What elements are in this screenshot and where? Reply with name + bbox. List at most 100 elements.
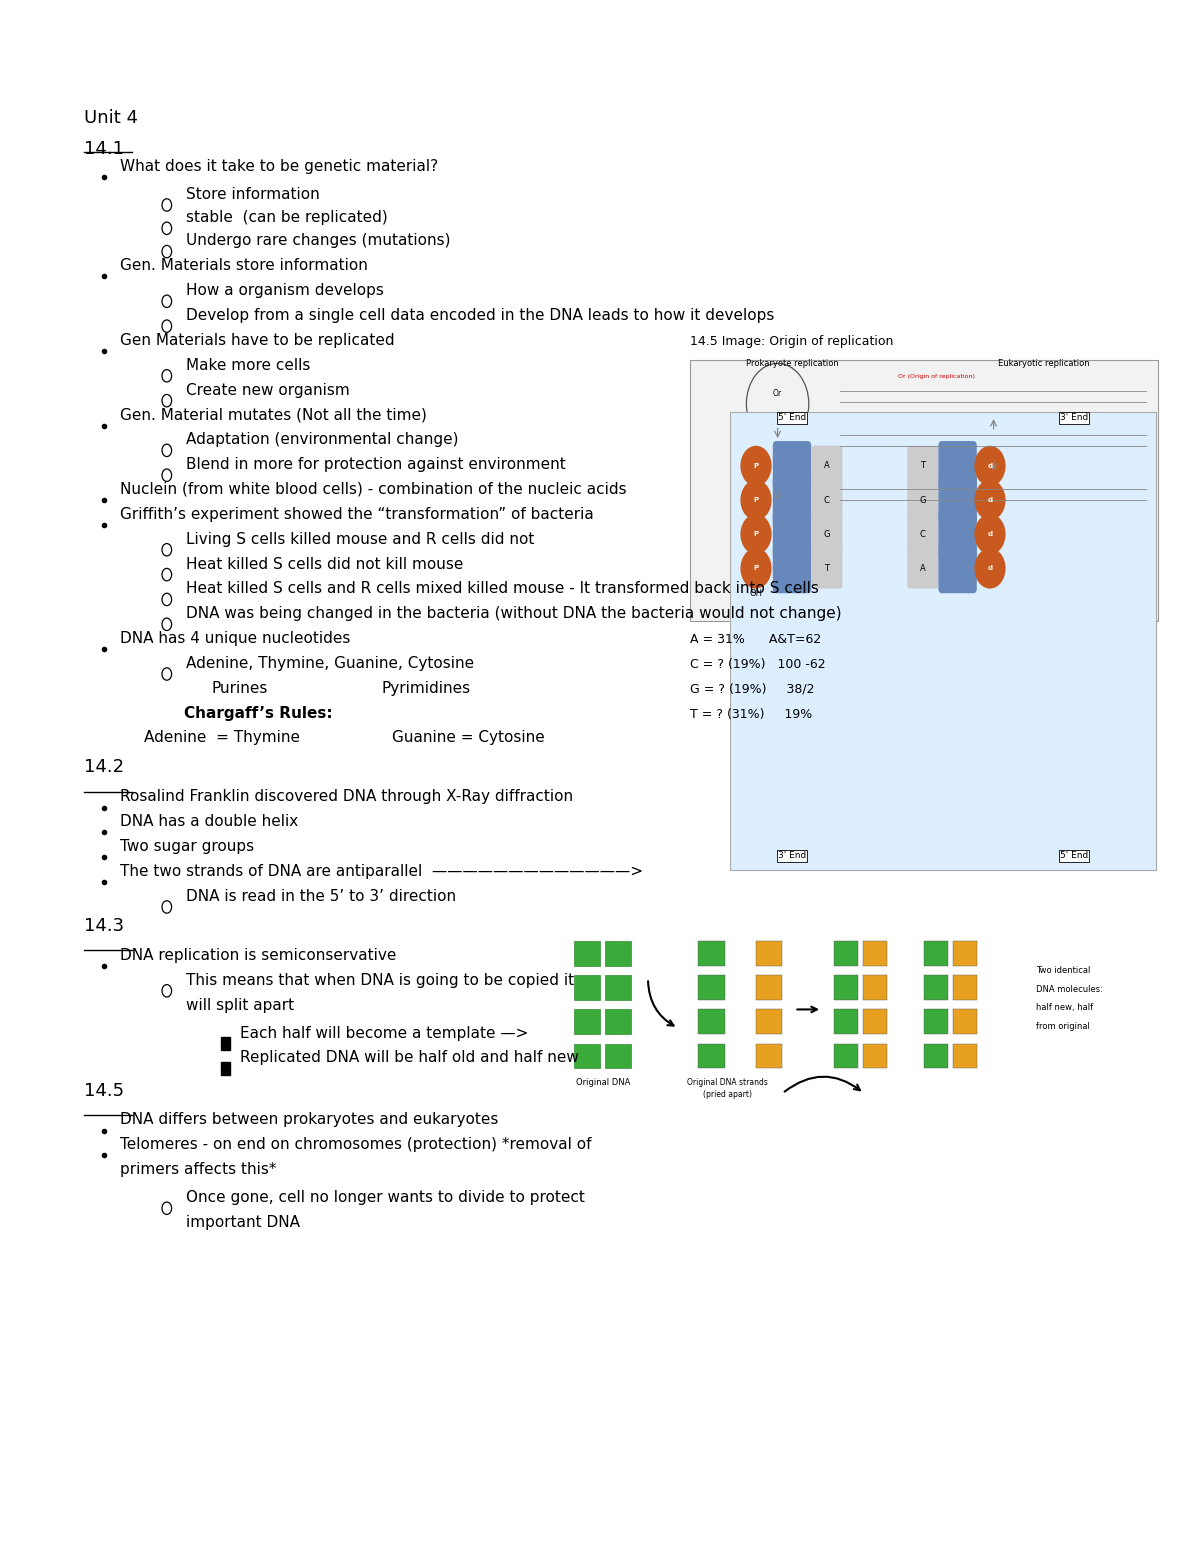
Bar (698, 975, 725, 1000)
FancyBboxPatch shape (907, 514, 938, 554)
Bar (221, 1062, 230, 1075)
Circle shape (740, 548, 772, 589)
Text: Or (Origin of replication): Or (Origin of replication) (898, 374, 974, 379)
Circle shape (974, 480, 1006, 520)
Bar (756, 941, 782, 966)
Bar (863, 941, 887, 966)
Text: Original DNA strands: Original DNA strands (686, 1078, 768, 1087)
Circle shape (740, 446, 772, 486)
Circle shape (974, 514, 1006, 554)
Text: Undergo rare changes (mutations): Undergo rare changes (mutations) (186, 233, 450, 248)
Text: Original DNA: Original DNA (576, 1078, 631, 1087)
FancyBboxPatch shape (938, 509, 977, 559)
Bar (574, 1009, 600, 1034)
Text: This means that when DNA is going to be copied it: This means that when DNA is going to be … (186, 972, 574, 988)
Text: P: P (754, 531, 758, 537)
FancyBboxPatch shape (811, 548, 842, 589)
FancyBboxPatch shape (773, 509, 811, 559)
Text: 14.1: 14.1 (84, 140, 124, 158)
FancyBboxPatch shape (773, 441, 811, 491)
Bar (605, 1009, 631, 1034)
Bar (953, 1044, 977, 1068)
Text: 5' End: 5' End (778, 413, 806, 422)
Text: Adenine  = Thymine: Adenine = Thymine (144, 730, 300, 745)
Text: 14.5: 14.5 (84, 1081, 124, 1100)
Text: Once gone, cell no longer wants to divide to protect: Once gone, cell no longer wants to divid… (186, 1190, 584, 1205)
Text: DNA was being changed in the bacteria (without DNA the bacteria would not change: DNA was being changed in the bacteria (w… (186, 606, 841, 621)
FancyBboxPatch shape (907, 446, 938, 486)
Circle shape (740, 514, 772, 554)
Text: Pyrimidines: Pyrimidines (382, 680, 470, 696)
Text: will split apart: will split apart (186, 997, 294, 1013)
Bar (221, 1037, 230, 1050)
Text: A: A (920, 564, 925, 573)
Text: A: A (824, 461, 829, 471)
Text: DNA differs between prokaryotes and eukaryotes: DNA differs between prokaryotes and euka… (120, 1112, 498, 1127)
Circle shape (740, 480, 772, 520)
Text: 14.5 Image: Origin of replication: 14.5 Image: Origin of replication (690, 335, 893, 348)
Text: Living S cells killed mouse and R cells did not: Living S cells killed mouse and R cells … (186, 531, 534, 547)
Bar (574, 941, 600, 966)
Text: DNA has a double helix: DNA has a double helix (120, 814, 299, 829)
Bar (698, 941, 725, 966)
Text: primers affects this*: primers affects this* (120, 1162, 276, 1177)
Text: 3' End: 3' End (778, 851, 806, 860)
Text: stable  (can be replicated): stable (can be replicated) (186, 210, 388, 225)
Text: G: G (919, 495, 926, 505)
Text: C: C (920, 530, 925, 539)
Text: Unit 4: Unit 4 (84, 109, 138, 127)
Text: P: P (754, 497, 758, 503)
Bar (605, 975, 631, 1000)
FancyBboxPatch shape (938, 475, 977, 525)
Text: d: d (988, 497, 992, 503)
Text: G = ? (19%)     38/2: G = ? (19%) 38/2 (690, 683, 815, 696)
Bar (924, 975, 948, 1000)
Text: DNA has 4 unique nucleotides: DNA has 4 unique nucleotides (120, 631, 350, 646)
Bar (698, 1044, 725, 1068)
Bar (834, 975, 858, 1000)
Text: Gen. Material mutates (Not all the time): Gen. Material mutates (Not all the time) (120, 407, 427, 422)
Text: Prokaryote replication: Prokaryote replication (745, 359, 839, 368)
Bar (953, 1009, 977, 1034)
Text: Or: Or (773, 388, 782, 398)
Text: Purines: Purines (212, 680, 268, 696)
FancyBboxPatch shape (773, 475, 811, 525)
Text: from original: from original (1036, 1022, 1090, 1031)
Text: Make more cells: Make more cells (186, 357, 311, 373)
Text: d: d (988, 565, 992, 572)
Text: What does it take to be genetic material?: What does it take to be genetic material… (120, 158, 438, 174)
Text: Chargaff’s Rules:: Chargaff’s Rules: (184, 705, 332, 721)
FancyBboxPatch shape (730, 412, 1156, 870)
Bar (863, 1044, 887, 1068)
Bar (574, 975, 600, 1000)
Bar (953, 975, 977, 1000)
Bar (756, 1009, 782, 1034)
Text: DNA molecules:: DNA molecules: (1036, 985, 1103, 994)
Text: Store information: Store information (186, 186, 319, 202)
Text: (pried apart): (pried apart) (703, 1090, 751, 1100)
Text: T: T (920, 461, 925, 471)
Text: DNA replication is semiconservative: DNA replication is semiconservative (120, 947, 396, 963)
Text: 3' End: 3' End (1060, 413, 1088, 422)
Text: How a organism develops: How a organism develops (186, 283, 384, 298)
Text: C = ? (19%)   100 -62: C = ? (19%) 100 -62 (690, 658, 826, 671)
Circle shape (974, 548, 1006, 589)
Text: DNA is read in the 5’ to 3’ direction: DNA is read in the 5’ to 3’ direction (186, 888, 456, 904)
Text: Two identical: Two identical (1036, 966, 1090, 975)
Text: d: d (988, 463, 992, 469)
Text: Develop from a single cell data encoded in the DNA leads to how it develops: Develop from a single cell data encoded … (186, 307, 774, 323)
Bar (574, 1044, 600, 1068)
Text: Nuclein (from white blood cells) - combination of the nucleic acids: Nuclein (from white blood cells) - combi… (120, 481, 626, 497)
Text: 5' End: 5' End (1060, 851, 1088, 860)
Bar (834, 1009, 858, 1034)
Bar (756, 975, 782, 1000)
Bar (605, 1044, 631, 1068)
FancyBboxPatch shape (907, 548, 938, 589)
Text: important DNA: important DNA (186, 1214, 300, 1230)
Bar (834, 941, 858, 966)
Text: Rosalind Franklin discovered DNA through X-Ray diffraction: Rosalind Franklin discovered DNA through… (120, 789, 574, 804)
Text: P: P (754, 463, 758, 469)
Bar (924, 1044, 948, 1068)
Text: Griffith’s experiment showed the “transformation” of bacteria: Griffith’s experiment showed the “transf… (120, 506, 594, 522)
Bar (924, 1009, 948, 1034)
